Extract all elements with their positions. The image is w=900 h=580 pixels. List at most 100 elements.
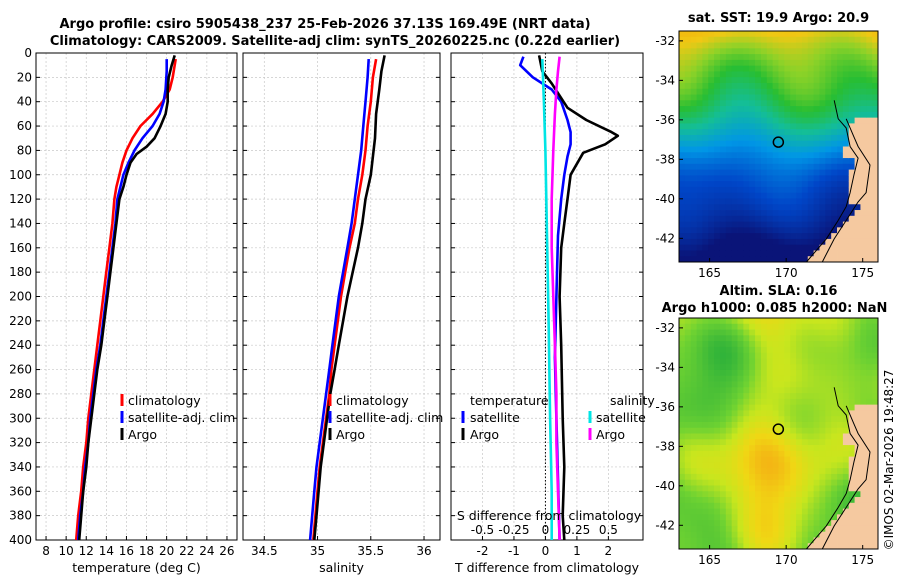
- map-cell: [842, 71, 850, 78]
- map-cell: [679, 462, 686, 469]
- map-cell: [801, 244, 809, 251]
- map-cell: [796, 537, 803, 544]
- map-cell: [755, 36, 762, 43]
- map-cell: [813, 59, 820, 67]
- map-cell: [696, 82, 703, 90]
- map-cell: [796, 169, 803, 176]
- map-cell: [755, 123, 762, 130]
- map-cell: [807, 352, 815, 359]
- map-cell: [725, 77, 733, 84]
- map-cell: [737, 318, 744, 325]
- map-cell: [772, 48, 779, 55]
- map-cell: [719, 146, 727, 153]
- legend-label: climatology: [128, 393, 201, 408]
- map-cell: [719, 163, 727, 171]
- map-cell: [731, 215, 738, 222]
- map-cell: [749, 152, 756, 159]
- map-cell: [837, 192, 844, 199]
- map-cell: [866, 369, 873, 377]
- coastline: [821, 118, 871, 263]
- map-cell: [719, 404, 727, 411]
- map-cell: [866, 537, 873, 544]
- map-cell: [679, 146, 686, 153]
- map-cell: [819, 525, 826, 533]
- map-cell: [749, 358, 756, 365]
- map-cell: [796, 198, 803, 205]
- map-cell: [684, 94, 692, 101]
- map-cell: [813, 485, 820, 492]
- map-cell: [872, 364, 879, 371]
- map-cell: [702, 323, 709, 330]
- map-cell: [737, 123, 744, 130]
- map-cell: [684, 100, 692, 107]
- map-cell: [854, 335, 861, 342]
- map-cell: [819, 468, 826, 475]
- map-cell: [819, 433, 826, 440]
- map-cell: [831, 106, 838, 113]
- map-cell: [778, 163, 785, 171]
- map-cell: [796, 427, 803, 434]
- map-title-line-2: Argo h1000: 0.085 h2000: NaN: [662, 301, 888, 316]
- map-cell: [772, 364, 779, 371]
- map-cell: [784, 169, 791, 176]
- map-cell: [702, 186, 709, 194]
- map-cell: [714, 497, 721, 504]
- map-cell: [755, 88, 762, 95]
- map-cell: [714, 158, 721, 165]
- map-cell: [684, 227, 692, 234]
- map-cell: [684, 502, 692, 509]
- map-cell: [848, 233, 855, 240]
- map-cell: [796, 181, 803, 188]
- map-cell: [831, 346, 838, 354]
- map-cell: [760, 329, 768, 336]
- map-cell: [702, 369, 709, 377]
- map-cell: [714, 473, 721, 481]
- map-cell: [801, 364, 809, 371]
- map-cell: [784, 543, 791, 550]
- map-cell: [796, 192, 803, 199]
- map-cell: [866, 198, 873, 205]
- map-cell: [702, 479, 709, 486]
- map-cell: [749, 543, 756, 550]
- map-cell: [696, 525, 703, 533]
- map-cell: [796, 54, 803, 61]
- map-cell: [854, 485, 861, 492]
- map-cell: [755, 404, 762, 411]
- map-cell: [872, 473, 879, 481]
- map-cell: [860, 531, 867, 538]
- map-cell: [749, 525, 756, 533]
- map-cell: [778, 450, 785, 458]
- map-cell: [807, 520, 815, 527]
- map-cell: [679, 421, 686, 429]
- map-cell: [719, 346, 727, 354]
- map-cell: [755, 31, 762, 38]
- map-cell: [831, 256, 838, 263]
- xtick-label: 14: [99, 544, 114, 558]
- map-cell: [860, 543, 867, 550]
- map-cell: [778, 531, 785, 538]
- map-cell: [760, 31, 768, 38]
- map-cell: [860, 508, 867, 515]
- map-cell: [866, 520, 873, 527]
- map-cell: [872, 71, 879, 78]
- map-cell: [766, 82, 774, 90]
- map-cell: [708, 531, 715, 538]
- map-cell: [790, 433, 797, 440]
- map-cell: [807, 468, 815, 475]
- map-cell: [708, 48, 715, 55]
- map-cell: [813, 42, 820, 49]
- map-cell: [702, 502, 709, 509]
- map-cell: [784, 48, 791, 55]
- map-cell: [731, 398, 738, 406]
- map-cell: [807, 514, 815, 521]
- map-cell: [860, 169, 867, 176]
- legend-label: satellite-adj. clim: [128, 410, 235, 425]
- map-cell: [801, 256, 809, 263]
- xtick-label: 34.5: [251, 544, 278, 558]
- map-cell: [749, 65, 756, 72]
- map-cell: [854, 238, 861, 246]
- map-cell: [831, 233, 838, 240]
- map-cell: [854, 381, 861, 388]
- map-cell: [801, 227, 809, 234]
- map-cell: [796, 358, 803, 365]
